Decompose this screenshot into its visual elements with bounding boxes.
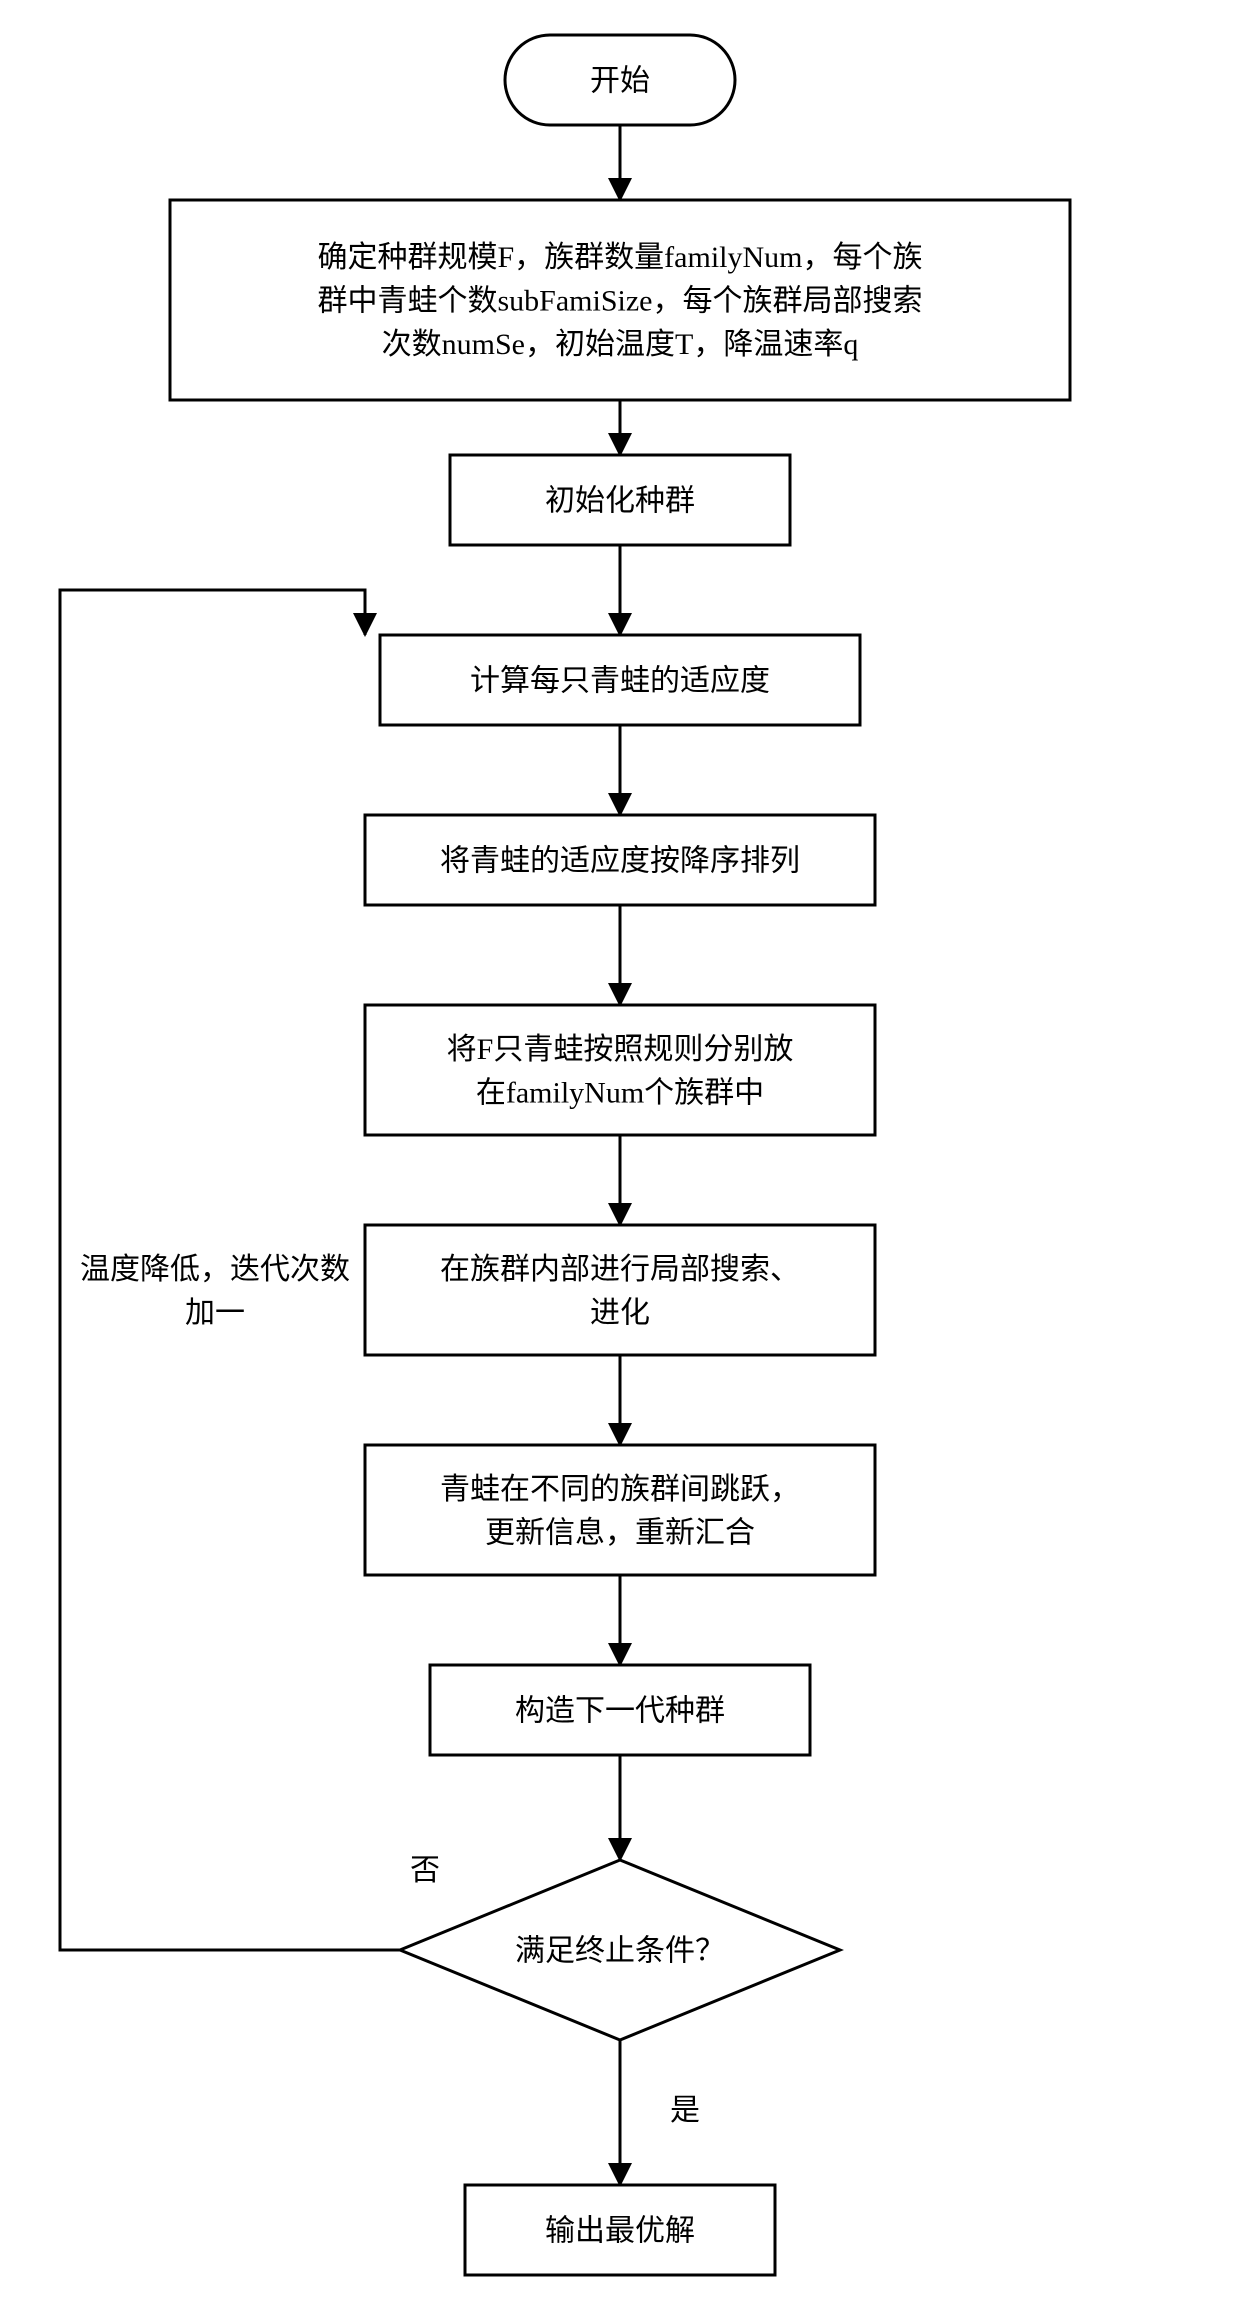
node-loopnote: 温度降低，迭代次数加一 [80, 1253, 350, 1330]
node-loopnote-line-1: 加一 [185, 1296, 245, 1329]
node-init: 初始化种群 [450, 455, 790, 545]
node-output-line-0: 输出最优解 [545, 2215, 695, 2248]
node-params-line-0: 确定种群规模F，族群数量familyNum，每个族 [318, 241, 923, 274]
node-divide-line-0: 将F只青蛙按照规则分别放 [447, 1033, 794, 1066]
node-nextgen: 构造下一代种群 [430, 1665, 810, 1755]
node-init-line-0: 初始化种群 [545, 485, 695, 518]
node-shuffle-line-1: 更新信息，重新汇合 [485, 1516, 755, 1549]
node-shuffle-line-0: 青蛙在不同的族群间跳跃， [440, 1473, 800, 1506]
node-start-line-0: 开始 [590, 65, 650, 98]
node-decision-line-0: 满足终止条件？ [515, 1935, 725, 1968]
node-divide: 将F只青蛙按照规则分别放在familyNum个族群中 [365, 1005, 875, 1135]
node-shuffle: 青蛙在不同的族群间跳跃， 更新信息，重新汇合 [365, 1445, 875, 1575]
node-params-line-1: 群中青蛙个数subFamiSize，每个族群局部搜索 [318, 285, 923, 318]
node-local-line-1: 进化 [590, 1296, 650, 1329]
node-sort-line-0: 将青蛙的适应度按降序排列 [440, 845, 800, 878]
node-start: 开始 [505, 35, 735, 125]
edge-label-decision-fitness: 否 [410, 1854, 440, 1887]
node-local-line-0: 在族群内部进行局部搜索、 [440, 1253, 800, 1286]
node-decision: 满足终止条件？ [400, 1860, 840, 2040]
node-output: 输出最优解 [465, 2185, 775, 2275]
node-nextgen-line-0: 构造下一代种群 [515, 1695, 725, 1728]
node-loopnote-line-0: 温度降低，迭代次数 [80, 1253, 350, 1286]
node-fitness: 计算每只青蛙的适应度 [380, 635, 860, 725]
node-params: 确定种群规模F，族群数量familyNum，每个族群中青蛙个数subFamiSi… [170, 200, 1070, 400]
node-sort: 将青蛙的适应度按降序排列 [365, 815, 875, 905]
edge-label-decision-output: 是 [670, 2094, 700, 2127]
node-fitness-line-0: 计算每只青蛙的适应度 [470, 665, 770, 698]
node-divide-line-1: 在familyNum个族群中 [476, 1076, 764, 1109]
node-local: 在族群内部进行局部搜索、进化 [365, 1225, 875, 1355]
node-params-line-2: 次数numSe，初始温度T，降温速率q [382, 328, 859, 361]
